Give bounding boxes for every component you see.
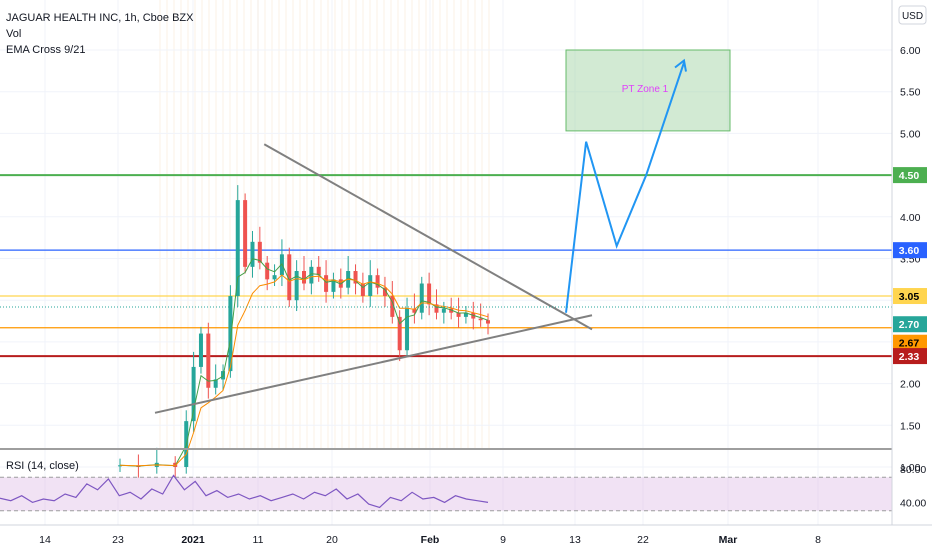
price-tick-6.00: 6.00 (900, 45, 921, 57)
candle-body (419, 283, 424, 313)
candle-body (397, 316, 402, 351)
candle-body (294, 271, 299, 301)
candle-body (375, 275, 380, 288)
candle-body (441, 308, 446, 313)
candle-body (235, 200, 240, 297)
triangle-pattern-lines (154, 143, 593, 414)
time-tick-Mar: Mar (719, 534, 738, 546)
rsi-pane (0, 474, 892, 512)
time-tick-Feb: Feb (421, 534, 440, 546)
time-tick-8: 8 (815, 534, 821, 546)
price-label-box-2.67 (893, 334, 927, 351)
candle-body (382, 287, 387, 297)
target-zone-label: PT Zone 1 (622, 84, 669, 95)
pattern-line-1 (154, 314, 593, 414)
candle-body (302, 271, 306, 284)
candle-body (213, 379, 218, 388)
time-tick-13: 13 (569, 534, 581, 546)
target-zone-box (565, 49, 731, 132)
candle-body (324, 275, 329, 292)
price-tick-5.50: 5.50 (900, 87, 921, 99)
price-tick-2.00: 2.00 (900, 379, 921, 391)
price-label-3.60: 3.60 (899, 245, 920, 257)
candle-body (486, 320, 490, 324)
price-label-box-2.70 (893, 316, 927, 333)
candle-body (331, 279, 336, 292)
candle-body (412, 308, 417, 313)
price-tick-1.50: 1.50 (900, 420, 921, 432)
rsi-tick-80.00: 80.00 (900, 464, 926, 476)
time-tick-20: 20 (326, 534, 338, 546)
candle-body (316, 266, 321, 276)
rsi-axis: 80.00 40.00 (900, 464, 926, 510)
candle-body (272, 275, 277, 280)
rsi-band (0, 477, 892, 511)
rsi-label: RSI (14, close) (6, 460, 79, 472)
price-label-2.70: 2.70 (899, 319, 920, 331)
chart-legend: JAGUAR HEALTH INC, 1h, Cboe BZX Vol EMA … (6, 12, 194, 56)
time-tick-14: 14 (39, 534, 51, 546)
candle-body (390, 296, 395, 317)
time-tick-22: 22 (637, 534, 649, 546)
currency-label: USD (902, 11, 923, 22)
price-labels: 4.50 3.60 3.05 2.70 2.672.33 (893, 167, 927, 365)
price-label-3.05: 3.05 (899, 291, 920, 303)
candle-body (118, 465, 122, 467)
price-tick-1.00: 1.00 (900, 462, 921, 474)
price-label-4.50: 4.50 (899, 170, 920, 182)
candle-body (360, 283, 365, 297)
time-axis[interactable]: 14 23 2021 11 20 Feb 9 13 22 Mar 8 (39, 534, 821, 546)
rsi-line (0, 474, 489, 509)
price-label-2.33: 2.33 (899, 351, 920, 363)
price-label-box-4.50 (893, 167, 927, 184)
candle-body (368, 275, 373, 297)
candle-body (449, 308, 454, 313)
candle-body (206, 333, 211, 388)
candle-body (191, 366, 196, 422)
candle-body (250, 241, 255, 267)
rsi-tick-40.00: 40.00 (900, 497, 926, 509)
legend-ema[interactable]: EMA Cross 9/21 (6, 44, 85, 56)
price-tick-4.00: 4.00 (900, 212, 921, 224)
candle-body (427, 283, 432, 305)
time-tick-2021: 2021 (181, 534, 205, 546)
candle-body (353, 271, 358, 284)
projection-path (565, 62, 685, 313)
time-tick-11: 11 (253, 534, 264, 546)
horizontal-grid (0, 49, 892, 468)
price-label-2.67: 2.67 (899, 338, 920, 350)
price-label-box-3.05 (893, 288, 927, 305)
candle-body (456, 312, 461, 317)
projection-arrowhead (674, 58, 687, 72)
time-tick-9: 9 (500, 534, 506, 546)
candle-body (243, 200, 248, 267)
candle-body (228, 296, 233, 372)
support-resistance-levels (0, 174, 892, 358)
legend-volume[interactable]: Vol (6, 28, 21, 40)
projection-arrow (565, 58, 687, 313)
price-candles (118, 185, 490, 478)
currency-button[interactable]: USD (898, 5, 927, 25)
candle-body (198, 333, 203, 367)
pane-separator[interactable] (0, 448, 892, 450)
candle-body (434, 304, 439, 313)
time-tick-23: 23 (112, 534, 124, 546)
candle-body (265, 262, 270, 280)
candle-body (287, 254, 292, 301)
price-label-box-3.60 (893, 242, 927, 259)
candle-body (309, 266, 314, 284)
candle-body (405, 308, 410, 351)
candle-body (257, 241, 262, 263)
price-tick-5.00: 5.00 (900, 128, 921, 140)
price-label-box-2.33 (893, 348, 927, 365)
legend-symbol[interactable]: JAGUAR HEALTH INC, 1h, Cboe BZX (6, 12, 194, 24)
candle-body (463, 312, 468, 317)
pattern-line-0 (263, 143, 593, 331)
candle-body (478, 318, 483, 321)
